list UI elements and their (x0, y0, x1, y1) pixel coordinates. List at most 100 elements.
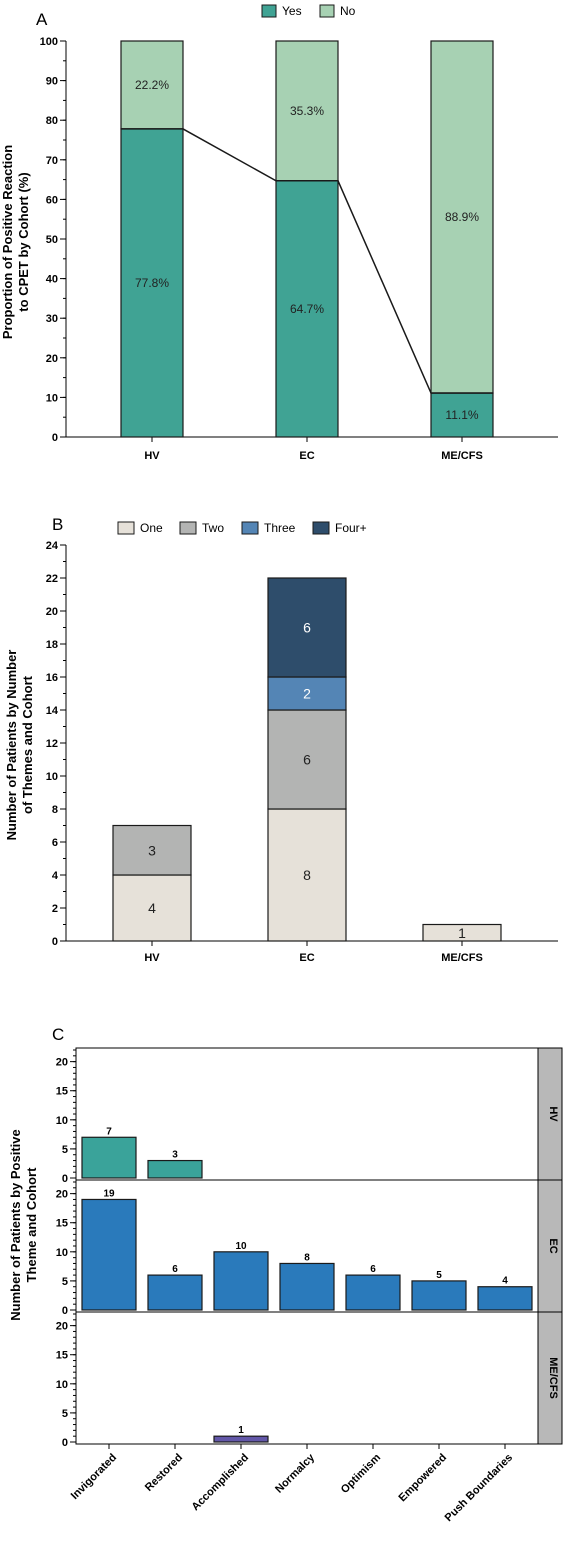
data-label: 22.2% (135, 78, 169, 92)
data-label: 6 (172, 1264, 178, 1275)
bar-segment-two (267, 709, 347, 810)
y-axis-label-line: Number of Patients by Number (4, 650, 19, 841)
y-tick-label: 8 (52, 804, 58, 816)
y-tick-label: 0 (52, 432, 58, 444)
data-label: 4 (502, 1276, 508, 1287)
y-tick-label: 5 (62, 1276, 68, 1288)
bar (81, 1136, 137, 1179)
y-tick-label: 6 (52, 837, 58, 849)
legend-swatch (117, 521, 135, 535)
bar-segment-two (112, 824, 192, 876)
y-tick-label: 100 (40, 36, 58, 48)
connector-line (121, 128, 493, 394)
y-tick-label: 24 (46, 540, 59, 552)
data-label: 3 (172, 1150, 178, 1161)
panel-label-a: A (36, 10, 48, 29)
data-label: 7 (106, 1126, 112, 1137)
facet-frame (75, 1311, 539, 1445)
legend-swatch (179, 521, 197, 535)
y-tick-label: 60 (46, 194, 58, 206)
bar-segment-no (120, 40, 184, 130)
y-axis-label-line: Number of Patients by Positive (8, 1129, 23, 1320)
data-label: 8 (303, 867, 311, 883)
bar (213, 1435, 269, 1443)
x-category-label: Empowered (397, 1452, 450, 1505)
y-tick-label: 20 (56, 1057, 68, 1069)
data-label: 3 (148, 842, 156, 858)
panel-b-y-label: Number of Patients by Numberof Themes an… (4, 650, 35, 841)
facet-strip-label: ME/CFS (547, 1357, 559, 1399)
y-axis-label-line: of Themes and Cohort (20, 675, 35, 814)
y-tick-label: 20 (56, 1321, 68, 1333)
y-tick-label: 30 (46, 313, 58, 325)
facet-me-cfs: ME/CFS 0 5 10 15 20 1 (56, 1311, 563, 1449)
y-tick-label: 0 (62, 1173, 68, 1185)
data-label: 8 (304, 1252, 310, 1263)
y-tick-label: 40 (46, 274, 58, 286)
bar-segment-yes (275, 180, 339, 438)
legend-label: No (340, 4, 356, 18)
x-category-label: HV (144, 450, 160, 462)
y-tick-label: 10 (56, 1247, 68, 1259)
bar (81, 1198, 137, 1311)
data-label: 77.8% (135, 276, 169, 290)
y-tick-label: 80 (46, 115, 58, 127)
facet-hv: HV 0 5 10 15 20 7 3 (56, 1047, 563, 1185)
panel-label-c: C (52, 1025, 64, 1044)
facet-strip (537, 1047, 563, 1181)
legend-swatch (241, 521, 259, 535)
y-tick-label: 10 (46, 392, 58, 404)
y-axis-label-line: Theme and Cohort (24, 1167, 39, 1283)
y-tick-label: 4 (52, 870, 59, 882)
x-category-label: EC (299, 952, 314, 964)
facet-strip-label: EC (547, 1238, 559, 1253)
x-category-label: EC (299, 450, 314, 462)
data-label: 6 (303, 620, 311, 636)
bar-segment-four-plus (267, 577, 347, 678)
y-tick-label: 10 (56, 1115, 68, 1127)
y-tick-label: 15 (56, 1350, 68, 1362)
y-tick-label: 12 (46, 738, 58, 750)
x-category-label: HV (144, 952, 160, 964)
bar (477, 1286, 533, 1311)
data-label: 88.9% (445, 210, 479, 224)
legend-swatch (261, 4, 277, 18)
x-category-label: Optimism (339, 1451, 384, 1496)
data-label: 4 (148, 900, 156, 916)
y-tick-label: 0 (62, 1305, 68, 1317)
data-label: 5 (436, 1270, 442, 1281)
bar (147, 1274, 203, 1311)
data-label: 2 (303, 686, 311, 702)
legend-label: Two (202, 521, 224, 535)
legend-swatch (312, 521, 330, 535)
bar-segment-one (422, 923, 502, 942)
y-axis-label-line: Proportion of Positive Reaction (0, 145, 15, 339)
data-label: 11.1% (445, 408, 478, 422)
y-tick-label: 5 (62, 1408, 68, 1420)
legend-label: One (140, 521, 163, 535)
bar (345, 1274, 401, 1311)
facet-frame (75, 1047, 539, 1181)
y-tick-label: 2 (52, 903, 58, 915)
bar (279, 1262, 335, 1311)
y-tick-label: 90 (46, 76, 58, 88)
data-label: 6 (370, 1264, 376, 1275)
legend-label: Four+ (335, 521, 367, 535)
y-tick-label: 0 (62, 1437, 68, 1449)
facet-strip (537, 1311, 563, 1445)
bar-segment-no (430, 40, 494, 394)
panel-a-y-label: Proportion of Positive Reactionto CPET b… (0, 145, 31, 339)
panel-label-b: B (52, 515, 63, 534)
x-category-label: Invigorated (69, 1452, 119, 1502)
legend-swatch (319, 4, 335, 18)
facet-ec: EC 0 5 10 15 20 19 6 10 8 6 5 4 (56, 1179, 563, 1317)
x-category-label: Normalcy (273, 1451, 318, 1496)
y-tick-label: 16 (46, 672, 58, 684)
legend-label: Three (264, 521, 296, 535)
y-tick-label: 15 (56, 1218, 68, 1230)
y-tick-label: 18 (46, 639, 58, 651)
y-tick-label: 10 (46, 771, 58, 783)
y-axis-label-line: to CPET by Cohort (%) (16, 172, 31, 311)
data-label: 19 (103, 1188, 115, 1199)
